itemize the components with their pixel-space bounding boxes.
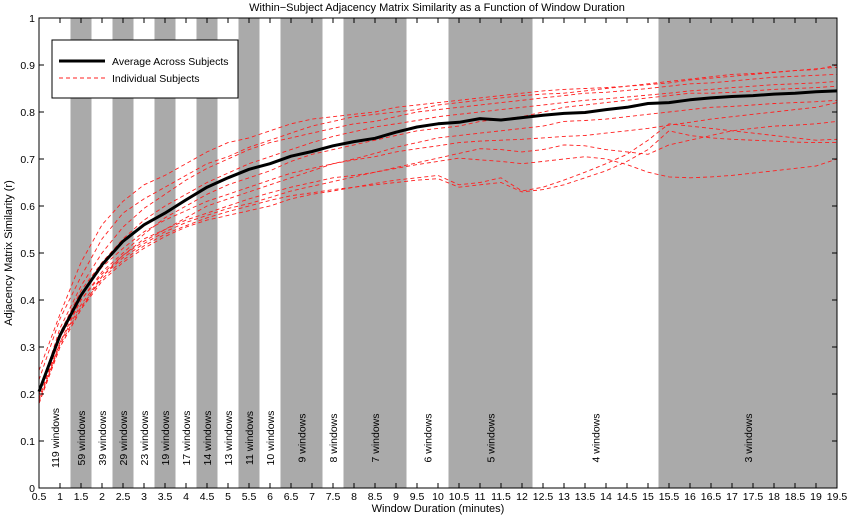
x-tick-label-5: 3 <box>141 491 147 503</box>
band-shade-1 <box>70 18 92 488</box>
band-label-12: 8 windows <box>328 413 340 462</box>
y-tick-label-8: 0.8 <box>20 107 35 119</box>
band-label-8: 13 windows <box>223 411 235 466</box>
band-shade-15 <box>448 18 533 488</box>
y-tick-label-9: 0.9 <box>20 60 35 72</box>
x-tick-label-8: 4.5 <box>200 491 215 503</box>
band-label-4: 23 windows <box>139 411 151 466</box>
band-label-14: 6 windows <box>423 413 435 462</box>
x-tick-label-21: 11 <box>475 491 486 503</box>
band-shade-9 <box>238 18 260 488</box>
x-tick-label-38: 19.5 <box>827 491 848 503</box>
x-tick-label-35: 18 <box>768 491 780 503</box>
legend-individual-label: Individual Subjects <box>112 73 200 85</box>
band-shade-5 <box>154 18 176 488</box>
x-tick-label-13: 7 <box>309 491 315 503</box>
x-tick-label-17: 9 <box>393 491 399 503</box>
y-tick-label-1: 0.1 <box>20 436 35 448</box>
x-tick-label-15: 8 <box>351 491 357 503</box>
individual-subject-line-8 <box>38 156 838 399</box>
band-label-9: 11 windows <box>244 411 256 465</box>
x-tick-label-10: 5.5 <box>242 491 257 503</box>
x-tick-label-14: 7.5 <box>326 491 341 503</box>
x-tick-label-6: 3.5 <box>158 491 173 503</box>
band-shade-7 <box>196 18 218 488</box>
band-label-16: 4 windows <box>591 413 603 462</box>
band-shade-13 <box>343 18 407 488</box>
x-tick-label-18: 9.5 <box>410 491 425 503</box>
individual-subject-line-0 <box>38 64 838 371</box>
band-label-7: 14 windows <box>202 411 214 466</box>
x-tick-label-26: 13.5 <box>575 491 596 503</box>
x-tick-label-2: 1.5 <box>74 491 89 503</box>
individual-subject-line-4 <box>38 85 838 399</box>
y-tick-label-0: 0 <box>29 483 35 495</box>
x-tick-label-30: 15.5 <box>659 491 680 503</box>
x-tick-label-24: 12.5 <box>533 491 554 503</box>
x-tick-label-29: 15 <box>642 491 654 503</box>
y-tick-label-7: 0.7 <box>20 154 35 166</box>
window-bands: 119 windows 59 windows 39 windows 29 window… <box>50 18 837 488</box>
average-line-layer <box>37 89 838 393</box>
band-label-2: 39 windows <box>97 411 109 466</box>
individual-subject-line-9 <box>38 123 838 404</box>
individual-subject-line-5 <box>38 99 838 404</box>
individual-subject-line-2 <box>38 73 838 395</box>
band-label-13: 7 windows <box>370 413 382 462</box>
x-tick-label-31: 16 <box>684 491 696 503</box>
band-label-5: 19 windows <box>160 411 172 466</box>
band-label-0: 119 windows <box>50 408 62 468</box>
individual-subject-line-6 <box>38 102 838 395</box>
x-tick-label-28: 14.5 <box>617 491 638 503</box>
x-tick-label-33: 17 <box>726 491 738 503</box>
legend-box <box>51 39 239 99</box>
legend-average-label: Average Across Subjects <box>112 56 229 68</box>
x-tick-label-7: 4 <box>183 491 189 503</box>
x-axis-label: Window Duration (minutes) <box>372 503 505 515</box>
y-tick-label-10: 1 <box>29 13 35 25</box>
x-tick-label-27: 14 <box>600 491 612 503</box>
axes: 0.5 1 1.5 2 2.5 3 3.5 4 4.5 5 5.5 6 6.5 7 7.5 8 8.5 9 9.5 1… <box>20 13 847 503</box>
x-tick-label-37: 19 <box>810 491 822 503</box>
x-tick-label-20: 10.5 <box>449 491 470 503</box>
x-tick-label-19: 10 <box>432 491 444 503</box>
x-tick-label-23: 12 <box>516 491 528 503</box>
y-tick-label-2: 0.2 <box>20 389 35 401</box>
band-label-15: 5 windows <box>486 413 498 462</box>
chart-title: Within−Subject Adjacency Matrix Similari… <box>249 2 625 14</box>
y-tick-label-5: 0.5 <box>20 248 35 260</box>
average-line <box>37 89 838 393</box>
x-tick-label-0: 0.5 <box>32 491 47 503</box>
x-tick-label-32: 16.5 <box>701 491 722 503</box>
x-tick-label-16: 8.5 <box>368 491 383 503</box>
x-tick-label-22: 11.5 <box>491 491 511 503</box>
band-label-10: 10 windows <box>265 411 277 466</box>
x-tick-label-34: 17.5 <box>743 491 764 503</box>
legend: Average Across Subjects Individual Subje… <box>51 39 239 99</box>
x-tick-label-25: 13 <box>558 491 570 503</box>
individual-subject-line-1 <box>38 66 838 381</box>
x-tick-label-11: 6 <box>267 491 273 503</box>
band-label-6: 17 windows <box>181 411 193 466</box>
y-tick-label-4: 0.4 <box>20 295 35 307</box>
band-label-3: 29 windows <box>118 411 130 466</box>
x-tick-label-1: 1 <box>57 491 63 503</box>
y-axis-label: Adjacency Matrix Similarity (r) <box>3 180 15 325</box>
band-label-1: 59 windows <box>76 411 88 466</box>
x-tick-label-4: 2.5 <box>116 491 131 503</box>
y-tick-label-3: 0.3 <box>20 342 35 354</box>
band-label-17: 3 windows <box>743 413 755 462</box>
band-shade-11 <box>280 18 323 488</box>
individual-subject-line-3 <box>38 80 838 390</box>
x-tick-label-36: 18.5 <box>785 491 806 503</box>
band-label-11: 9 windows <box>297 413 309 462</box>
x-tick-label-12: 6.5 <box>284 491 299 503</box>
y-tick-label-6: 0.6 <box>20 201 35 213</box>
individual-subject-lines <box>38 64 838 404</box>
x-tick-label-9: 5 <box>225 491 231 503</box>
x-tick-label-3: 2 <box>99 491 105 503</box>
